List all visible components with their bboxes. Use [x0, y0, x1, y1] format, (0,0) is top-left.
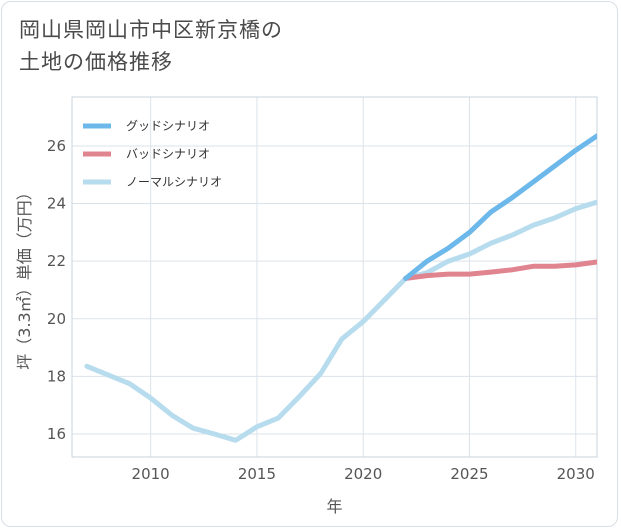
x-tick-label: 2010: [132, 465, 170, 483]
x-tick-label: 2015: [238, 465, 276, 483]
series-line-2: [84, 199, 597, 443]
y-tick-label: 16: [47, 425, 66, 443]
y-tick-label: 20: [47, 310, 66, 328]
axis-ticks: 2010 2015 2020 2025 2030 16 18 20 22 24 26: [47, 137, 595, 483]
legend-label: バッドシナリオ: [126, 147, 210, 161]
chart-title-line-1: 岡山県岡山市中区新京橋の: [19, 18, 283, 42]
chart-title-line-2: 土地の価格推移: [19, 50, 173, 74]
chart-title: 岡山県岡山市中区新京橋の 土地の価格推移: [19, 14, 283, 78]
y-tick-label: 18: [47, 367, 66, 385]
y-tick-label: 24: [47, 195, 66, 213]
series-line-0: [403, 133, 597, 281]
series-layer: [84, 133, 597, 443]
x-tick-label: 2025: [450, 465, 488, 483]
x-tick-label: 2030: [557, 465, 595, 483]
y-tick-label: 26: [47, 137, 66, 155]
legend-label: ノーマルシナリオ: [126, 175, 222, 189]
y-axis-title: 坪（3.3㎡）単価（万円）: [15, 184, 34, 369]
x-axis-title: 年: [326, 497, 342, 516]
series-line-1: [403, 259, 597, 281]
y-tick-label: 22: [47, 252, 66, 270]
plot-area-border: [71, 96, 598, 458]
legend-label: グッドシナリオ: [126, 119, 210, 133]
x-tick-label: 2020: [344, 465, 382, 483]
